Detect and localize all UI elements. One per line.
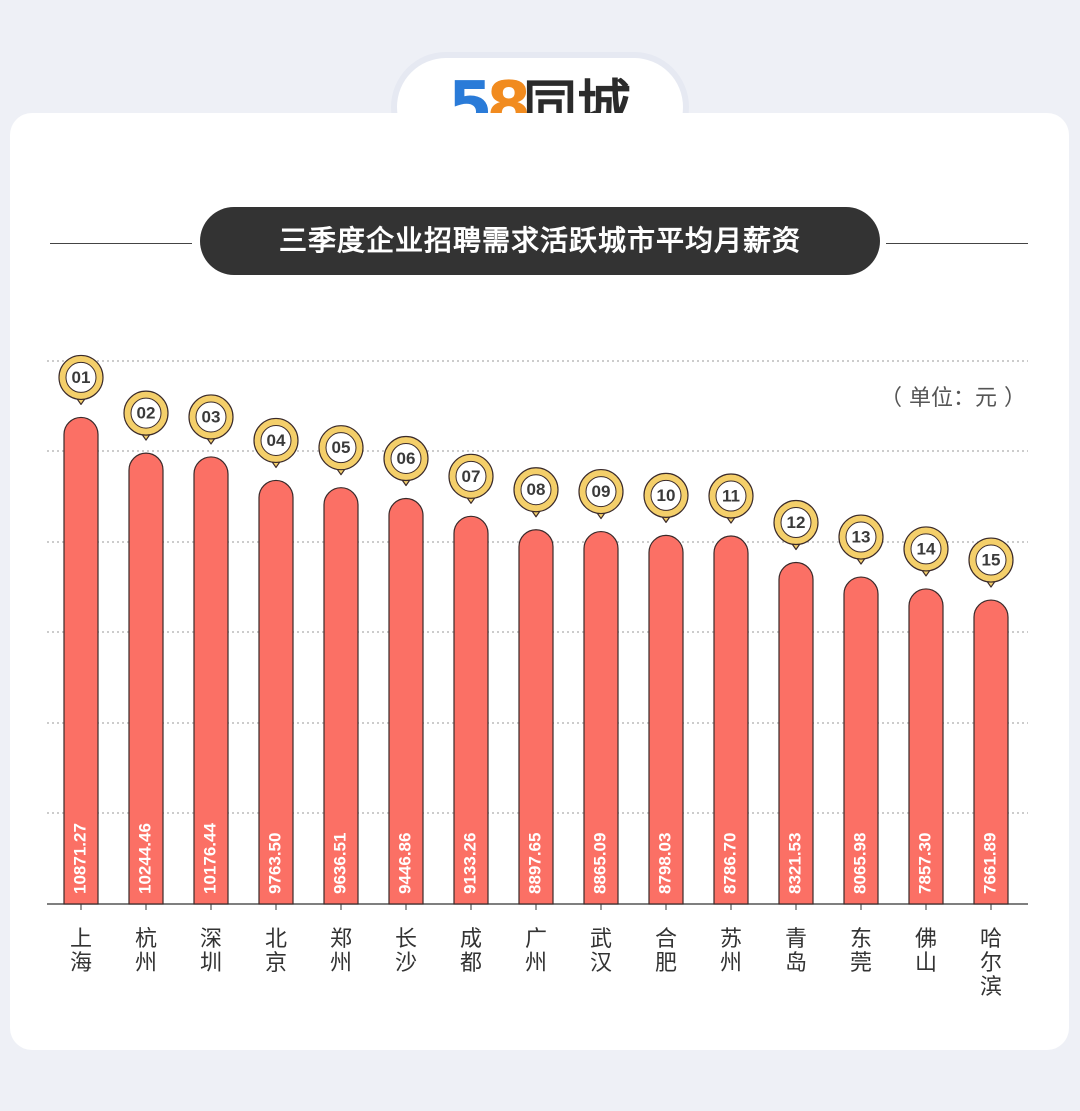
chart-title: 三季度企业招聘需求活跃城市平均月薪资 (200, 207, 880, 275)
rank-badge-14: 14 (903, 526, 949, 577)
rank-badge-inner (975, 544, 1007, 576)
rank-badge-inner (130, 397, 162, 429)
bar-03 (193, 456, 229, 905)
rank-badge-number: 14 (917, 539, 936, 558)
x-tick-label: 长沙 (395, 927, 417, 976)
bar-value-label: 10176.44 (200, 823, 219, 894)
rank-badge-11: 11 (708, 473, 754, 524)
rank-badge-number: 05 (332, 438, 351, 457)
rank-badge-number: 08 (527, 480, 546, 499)
x-tick-label: 佛山 (915, 927, 937, 976)
rank-badge-inner (195, 401, 227, 433)
bar-08 (518, 529, 554, 905)
rank-badge-inner (520, 474, 552, 506)
rank-badge-inner (65, 361, 97, 393)
rank-badge-number: 06 (397, 449, 416, 468)
bar-04 (258, 479, 294, 905)
rank-badge-03: 03 (188, 394, 234, 445)
bar-value-label: 8321.53 (785, 833, 804, 894)
rank-badge-number: 09 (592, 482, 611, 501)
rank-badge-05: 05 (318, 425, 364, 476)
x-tick-label: 杭州 (135, 927, 157, 976)
rank-badge-number: 11 (722, 487, 740, 506)
rank-badge-07: 07 (448, 453, 494, 504)
title-left-rule (50, 243, 192, 244)
bar-11 (713, 535, 749, 905)
rank-badge-number: 04 (267, 431, 286, 450)
rank-badge-inner (390, 442, 422, 474)
rank-badge-inner (910, 533, 942, 565)
rank-badge-inner (455, 460, 487, 492)
x-tick-label: 合肥 (655, 927, 677, 976)
x-tick-label: 上海 (70, 927, 92, 976)
x-tick-label: 成都 (460, 927, 482, 976)
rank-badge-inner (845, 521, 877, 553)
x-tick-label: 东莞 (850, 927, 872, 976)
rank-badge-number: 10 (657, 486, 676, 505)
rank-badge-04: 04 (253, 417, 299, 469)
bar-12 (778, 561, 814, 905)
bar-value-label: 10871.27 (70, 823, 89, 894)
badge-layer: 01 02 03 04 05 06 07 08 09 10 11 12 13 14 15 (58, 354, 1014, 588)
bar-14 (908, 588, 944, 905)
bar-value-label: 8897.65 (525, 833, 544, 894)
bar-value-label: 8065.98 (850, 833, 869, 894)
bar-13 (843, 576, 879, 905)
x-tick-label: 武汉 (590, 927, 612, 976)
rank-badge-10: 10 (643, 472, 689, 523)
bar-value-label: 9763.50 (265, 833, 284, 894)
bar-07 (453, 515, 489, 905)
rank-badge-number: 07 (462, 467, 481, 486)
x-tick-label: 苏州 (720, 927, 742, 976)
rank-badge-number: 13 (852, 528, 871, 547)
bar-02 (128, 452, 164, 905)
bar-value-label: 7661.89 (980, 833, 999, 894)
bar-value-label: 8798.03 (655, 833, 674, 894)
rank-badge-inner (780, 507, 812, 539)
bar-05 (323, 487, 359, 905)
bar-value-label: 9446.86 (395, 833, 414, 894)
rank-badge-number: 01 (72, 368, 91, 387)
x-tick-label: 哈尔滨 (980, 927, 1002, 1000)
title-right-rule (886, 243, 1028, 244)
rank-badge-number: 03 (202, 407, 221, 426)
rank-badge-06: 06 (383, 435, 429, 487)
rank-badge-02: 02 (123, 390, 169, 441)
bar-value-label: 10244.46 (135, 823, 154, 894)
rank-badge-inner (260, 424, 292, 456)
bar-value-label: 8865.09 (590, 833, 609, 894)
unit-label: （ 单位：元 ） (880, 386, 1026, 411)
bar-value-label: 9636.51 (330, 833, 349, 894)
bar-value-label: 9133.26 (460, 833, 479, 894)
rank-badge-01: 01 (58, 354, 104, 406)
rank-badge-inner (585, 476, 617, 508)
bar-09 (583, 530, 619, 905)
rank-badge-number: 15 (982, 551, 1001, 570)
bar-10 (648, 534, 684, 905)
x-tick-label: 广州 (525, 927, 547, 976)
bar-01 (63, 416, 99, 905)
bar-15 (973, 599, 1009, 905)
rank-badge-inner (715, 480, 747, 512)
rank-badge-13: 13 (838, 514, 884, 565)
rank-badge-12: 12 (773, 499, 819, 551)
rank-badge-number: 12 (787, 513, 806, 532)
bar-layer: 10871.27 10244.46 10176.44 9763.50 9636.51 94… (63, 416, 1009, 905)
bar-value-label: 8786.70 (720, 833, 739, 894)
bar-value-label: 7857.30 (915, 833, 934, 894)
rank-badge-inner (650, 479, 682, 511)
rank-badge-09: 09 (578, 468, 624, 520)
rank-badge-08: 08 (513, 467, 559, 518)
x-tick-label: 深圳 (200, 927, 222, 976)
rank-badge-number: 02 (137, 404, 156, 423)
x-tick-label: 北京 (265, 927, 287, 976)
bar-06 (388, 497, 424, 905)
rank-badge-15: 15 (968, 537, 1014, 588)
rank-badge-inner (325, 432, 357, 464)
x-tick-label: 郑州 (330, 927, 352, 976)
x-tick-label: 青岛 (785, 927, 807, 976)
